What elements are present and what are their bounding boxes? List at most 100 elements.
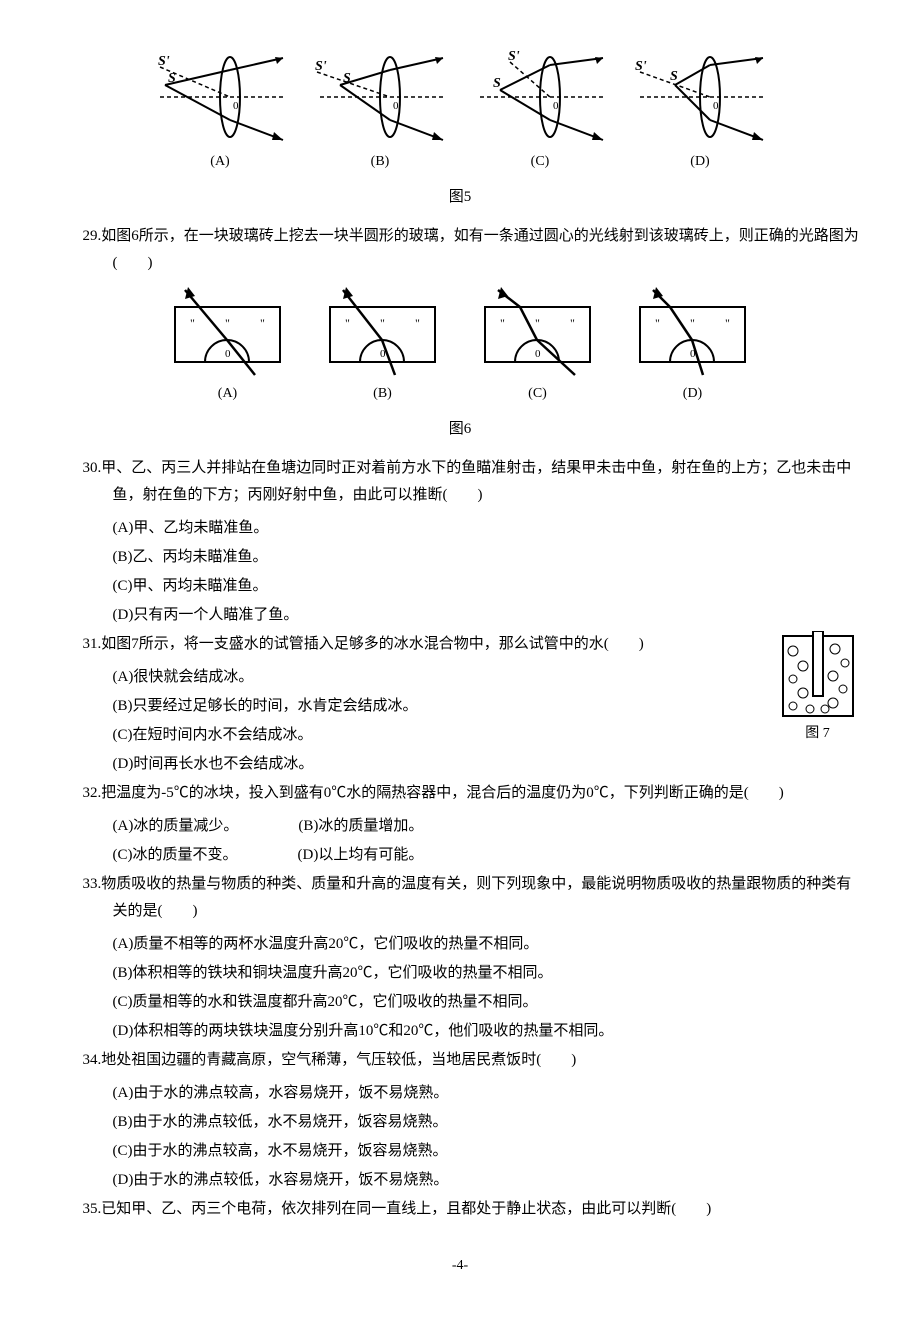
q33-num: 33. [83,876,102,892]
q34: 34.地处祖国边疆的青藏高原，空气稀薄，气压较低，当地居民煮饭时( ) [60,1047,860,1074]
q35-text: 已知甲、乙、丙三个电荷，依次排列在同一直线上，且都处于静止状态，由此可以判断( … [101,1201,711,1217]
svg-text:": " [415,316,420,330]
q29-num: 29. [83,228,102,244]
q31-text: 如图7所示，将一支盛水的试管插入足够多的冰水混合物中，那么试管中的水( ) [101,636,644,652]
q32-opt-d: (D)以上均有可能。 [298,842,424,869]
fig6-c: " " " 0 (C) [470,287,605,406]
fig5-c-label: (C) [531,149,550,174]
q31-opt-b: (B)只要经过足够长的时间，水肯定会结成冰。 [60,693,860,720]
svg-text:": " [345,316,350,330]
svg-text:S: S [493,76,501,91]
svg-text:0: 0 [393,100,399,112]
q33-opt-a: (A)质量不相等的两杯水温度升高20℃，它们吸收的热量不相同。 [60,931,860,958]
fig6-b-label: (B) [373,381,392,406]
glass-diagram-c: " " " 0 [470,287,605,377]
svg-text:S: S [343,71,351,86]
fig5-d: S S' 0 (D) [635,50,765,174]
glass-diagram-a: " " " 0 [160,287,295,377]
glass-diagram-b: " " " 0 [315,287,450,377]
glass-diagram-d: " " " 0 [625,287,760,377]
fig5-d-label: (D) [690,149,709,174]
fig7: 图 7 [775,631,860,746]
q29-text: 如图6所示，在一块玻璃砖上挖去一块半圆形的玻璃，如有一条通过圆心的光线射到该玻璃… [101,228,859,271]
fig6-d: " " " 0 (D) [625,287,760,406]
q30-opt-d: (D)只有丙一个人瞄准了鱼。 [60,602,860,629]
svg-text:0: 0 [690,348,696,360]
svg-text:": " [190,316,195,330]
lens-diagram-d: S S' 0 [635,50,765,145]
svg-text:S': S' [508,50,520,64]
svg-text:S': S' [315,59,327,74]
q32-opt-c: (C)冰的质量不变。 [113,842,238,869]
svg-text:S': S' [635,59,647,74]
fig5-title: 图5 [60,184,860,211]
fig6-b: " " " 0 (B) [315,287,450,406]
q30-opt-b: (B)乙、丙均未瞄准鱼。 [60,544,860,571]
lens-diagram-a: S S' 0 [155,50,285,145]
fig5-a-label: (A) [210,149,229,174]
fig6-c-label: (C) [528,381,547,406]
q32-text: 把温度为-5℃的冰块，投入到盛有0℃水的隔热容器中，混合后的温度仍为0℃，下列判… [101,785,784,801]
svg-text:": " [725,316,730,330]
lens-diagram-c: S S' 0 [475,50,605,145]
lens-diagram-b: S S' 0 [315,50,445,145]
q30-num: 30. [83,460,102,476]
figure6-row: " " " 0 (A) " " " 0 (B) " " " 0 [60,287,860,406]
fig6-a: " " " 0 (A) [160,287,295,406]
svg-text:0: 0 [713,100,719,112]
svg-text:0: 0 [553,100,559,112]
q32-opt-a: (A)冰的质量减少。 [113,813,239,840]
q31-opt-d: (D)时间再长水也不会结成冰。 [60,751,860,778]
fig5-b-label: (B) [371,149,390,174]
svg-text:0: 0 [535,348,541,360]
q33-opt-d: (D)体积相等的两块铁块温度分别升高10℃和20℃，他们吸收的热量不相同。 [60,1018,860,1045]
q35: 35.已知甲、乙、丙三个电荷，依次排列在同一直线上，且都处于静止状态，由此可以判… [60,1196,860,1223]
q32-opts-row1: (A)冰的质量减少。 (B)冰的质量增加。 [60,813,860,840]
svg-text:": " [535,316,540,330]
fig5-b: S S' 0 (B) [315,50,445,174]
q32-num: 32. [83,785,102,801]
q33-opt-b: (B)体积相等的铁块和铜块温度升高20℃，它们吸收的热量不相同。 [60,960,860,987]
q33-text: 物质吸收的热量与物质的种类、质量和升高的温度有关，则下列现象中，最能说明物质吸收… [101,876,851,919]
q32: 32.把温度为-5℃的冰块，投入到盛有0℃水的隔热容器中，混合后的温度仍为0℃，… [60,780,860,807]
q31-num: 31. [83,636,102,652]
q32-opts-row2: (C)冰的质量不变。 (D)以上均有可能。 [60,842,860,869]
svg-text:0: 0 [380,348,386,360]
ice-water-diagram [775,631,860,721]
q34-text: 地处祖国边疆的青藏高原，空气稀薄，气压较低，当地居民煮饭时( ) [101,1052,576,1068]
q30: 30.甲、乙、丙三人并排站在鱼塘边同时正对着前方水下的鱼瞄准射击，结果甲未击中鱼… [60,455,860,509]
q34-num: 34. [83,1052,102,1068]
q32-opt-b: (B)冰的质量增加。 [298,813,423,840]
svg-text:": " [260,316,265,330]
q30-opt-c: (C)甲、丙均未瞄准鱼。 [60,573,860,600]
q33-opt-c: (C)质量相等的水和铁温度都升高20℃，它们吸收的热量不相同。 [60,989,860,1016]
svg-text:": " [570,316,575,330]
fig6-d-label: (D) [683,381,702,406]
fig6-a-label: (A) [218,381,237,406]
q34-opt-b: (B)由于水的沸点较低，水不易烧开，饭容易烧熟。 [60,1109,860,1136]
fig6-title: 图6 [60,416,860,443]
fig5-a: S S' 0 (A) [155,50,285,174]
q30-text: 甲、乙、丙三人并排站在鱼塘边同时正对着前方水下的鱼瞄准射击，结果甲未击中鱼，射在… [101,460,851,503]
svg-text:": " [225,316,230,330]
svg-text:": " [500,316,505,330]
q31-opt-c: (C)在短时间内水不会结成冰。 [60,722,860,749]
q31: 31.如图7所示，将一支盛水的试管插入足够多的冰水混合物中，那么试管中的水( ) [60,631,860,658]
fig5-c: S S' 0 (C) [475,50,605,174]
page-number: -4- [60,1253,860,1278]
svg-text:": " [690,316,695,330]
q30-opt-a: (A)甲、乙均未瞄准鱼。 [60,515,860,542]
svg-text:": " [380,316,385,330]
q29: 29.如图6所示，在一块玻璃砖上挖去一块半圆形的玻璃，如有一条通过圆心的光线射到… [60,223,860,277]
figure5-row: S S' 0 (A) S S' 0 (B) [60,50,860,174]
q34-opt-a: (A)由于水的沸点较高，水容易烧开，饭不易烧熟。 [60,1080,860,1107]
q31-opt-a: (A)很快就会结成冰。 [60,664,860,691]
q35-num: 35. [83,1201,102,1217]
svg-text:0: 0 [225,348,231,360]
svg-text:": " [655,316,660,330]
fig7-label: 图 7 [775,721,860,746]
svg-text:S: S [168,71,176,86]
svg-text:S: S [670,69,678,84]
q34-opt-d: (D)由于水的沸点较低，水容易烧开，饭不易烧熟。 [60,1167,860,1194]
q33: 33.物质吸收的热量与物质的种类、质量和升高的温度有关，则下列现象中，最能说明物… [60,871,860,925]
